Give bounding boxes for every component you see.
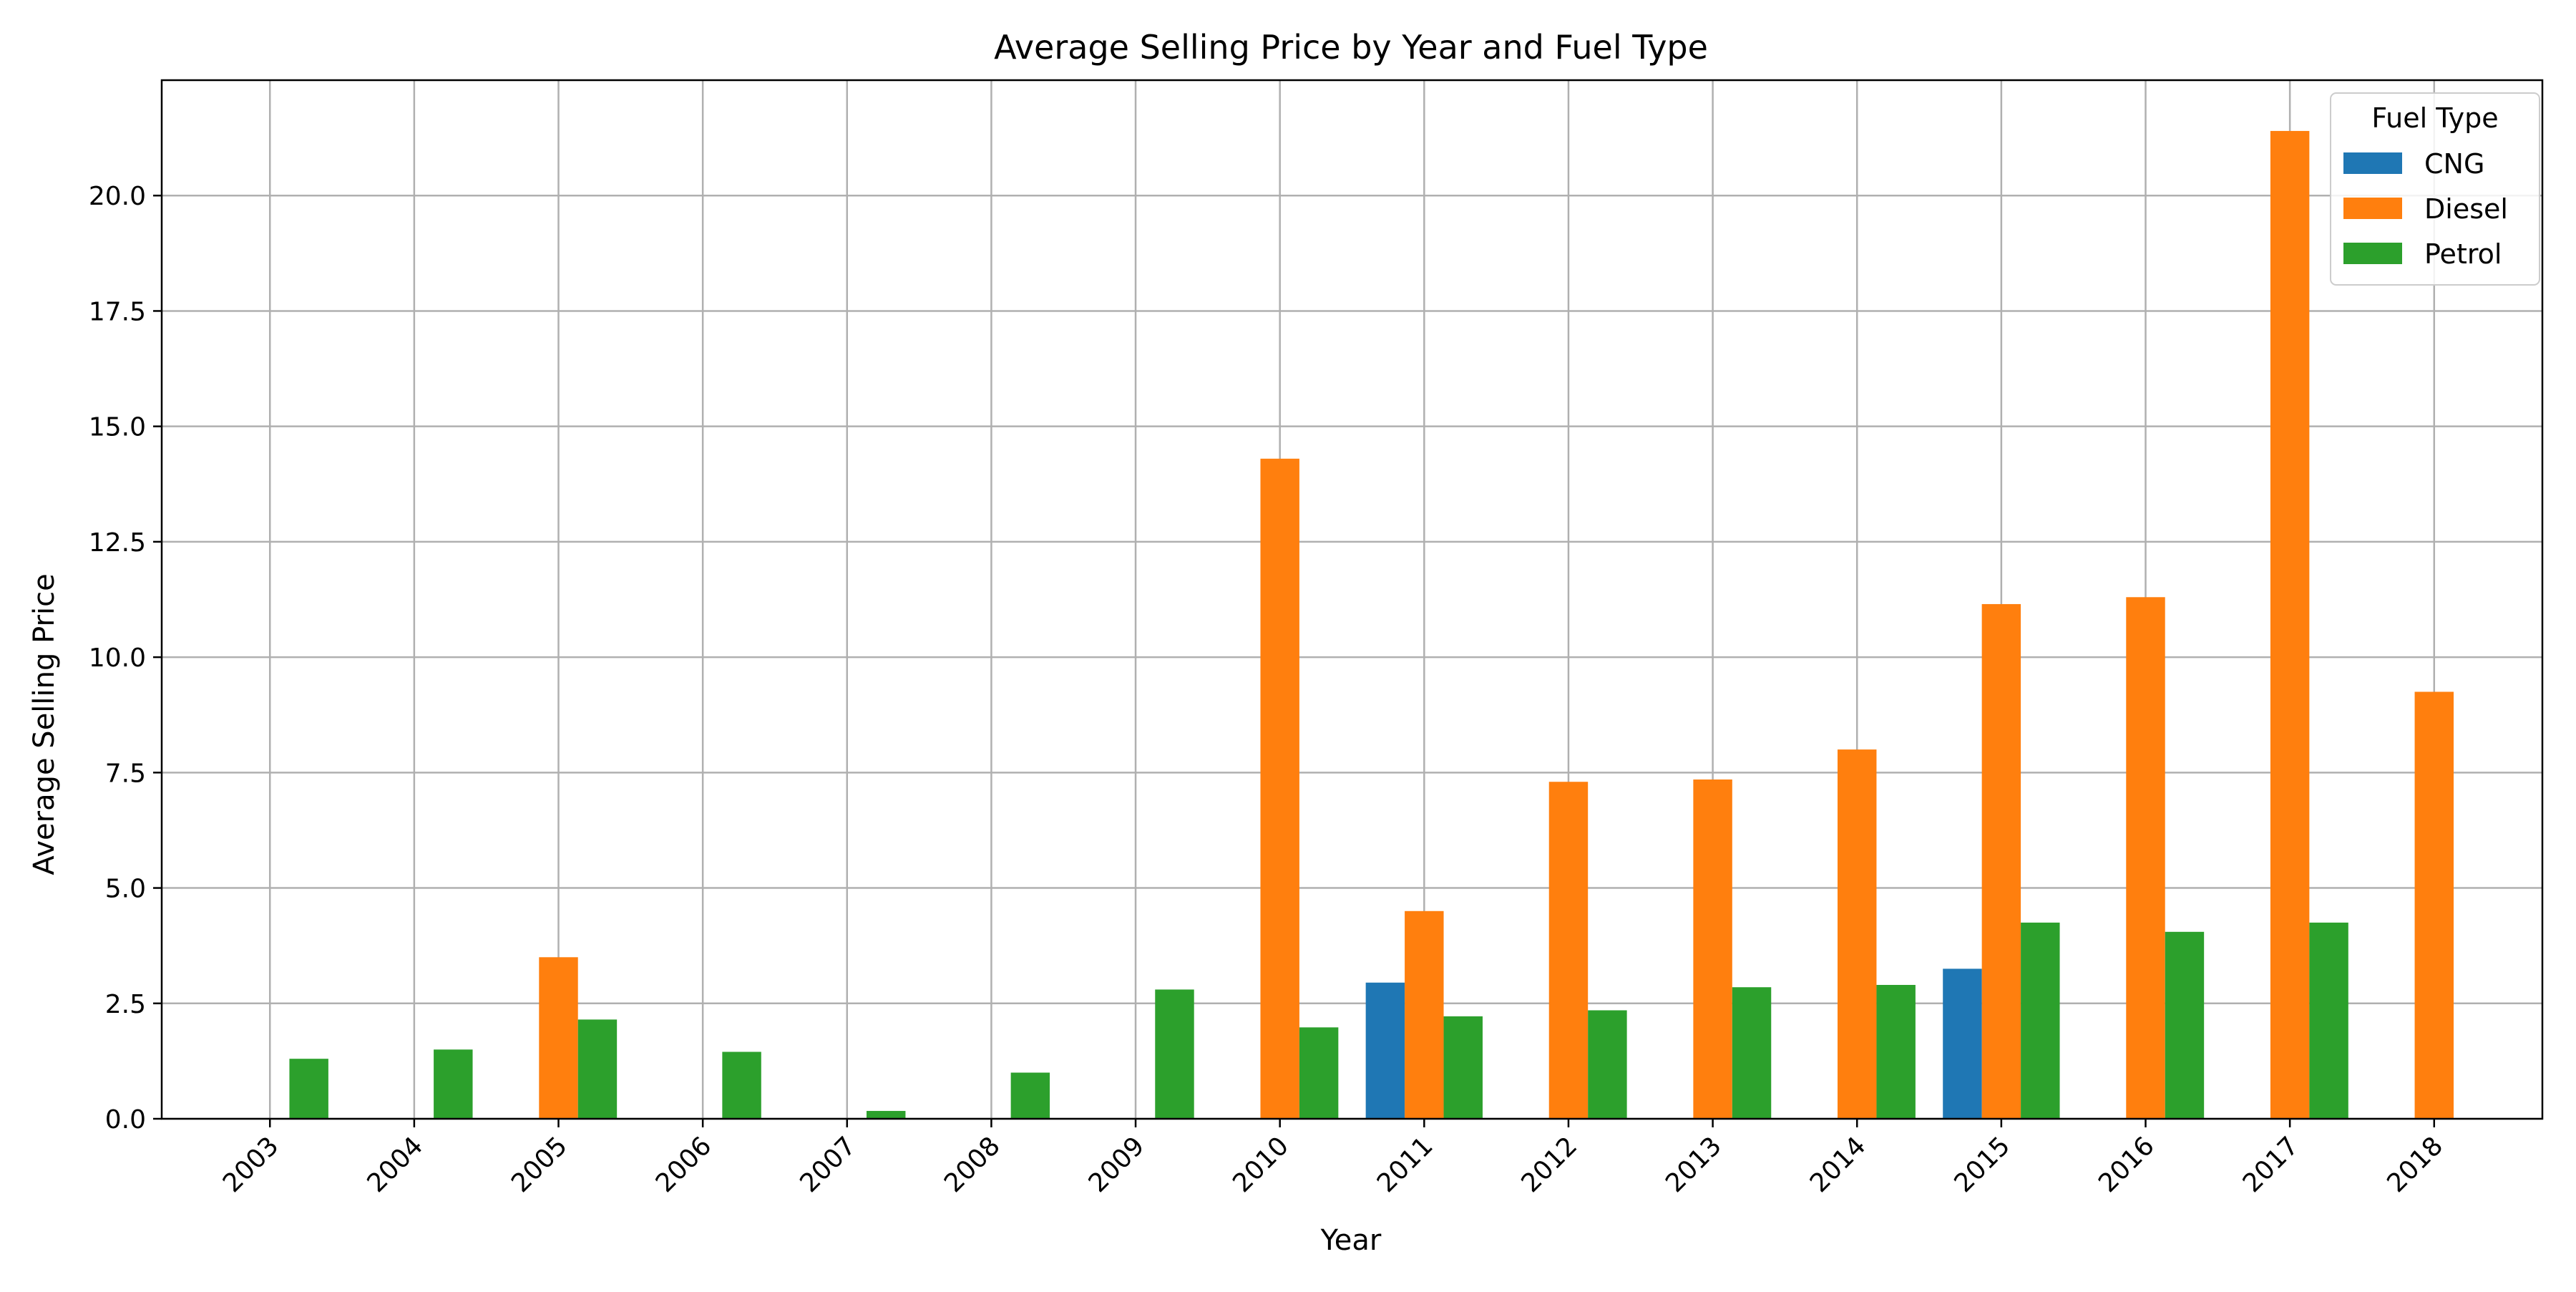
chart-title: Average Selling Price by Year and Fuel T… [994, 28, 1708, 67]
y-tick-label: 5.0 [105, 875, 146, 904]
bar-diesel-2015 [1981, 603, 2021, 1119]
bar-petrol-2003 [289, 1059, 328, 1119]
bar-diesel-2010 [1260, 458, 1299, 1119]
legend-swatch-cng [2343, 152, 2402, 174]
bar-petrol-2006 [722, 1051, 761, 1119]
bars [289, 130, 2454, 1119]
bar-petrol-2008 [1010, 1072, 1050, 1119]
y-axis: 0.0 2.5 5.0 7.5 10.0 12.5 15.0 17.5 20.0 [89, 182, 162, 1135]
y-tick-label: 2.5 [105, 990, 146, 1019]
bar-diesel-2018 [2414, 691, 2454, 1119]
bar-petrol-2015 [2021, 922, 2060, 1119]
bar-diesel-2017 [2270, 130, 2310, 1119]
bar-petrol-2010 [1299, 1027, 1339, 1119]
plot-frame [160, 79, 2544, 1120]
bar-petrol-2007 [866, 1111, 906, 1119]
bar-petrol-2004 [434, 1049, 473, 1119]
y-tick-label: 12.5 [89, 528, 146, 558]
bar-petrol-2005 [577, 1019, 618, 1119]
y-tick-label: 17.5 [89, 297, 146, 326]
y-tick-label: 0.0 [105, 1105, 146, 1135]
legend-label-petrol: Petrol [2424, 238, 2502, 270]
legend-label-diesel: Diesel [2424, 193, 2508, 225]
bar-diesel-2013 [1693, 779, 1732, 1119]
y-tick-label: 10.0 [89, 643, 146, 673]
bar-petrol-2013 [1732, 987, 1772, 1119]
legend-items: CNG Diesel Petrol [2343, 148, 2508, 270]
legend-box [2330, 92, 2540, 286]
y-tick-label: 15.0 [89, 413, 146, 442]
bar-diesel-2012 [1548, 782, 1589, 1119]
bar-diesel-2014 [1838, 749, 1877, 1119]
x-axis-title: Year [1320, 1224, 1382, 1257]
legend-swatch-diesel [2343, 198, 2402, 219]
bar-petrol-2017 [2309, 922, 2348, 1119]
y-tick-label: 7.5 [105, 759, 146, 788]
bar-petrol-2012 [1588, 1010, 1627, 1119]
legend-title: Fuel Type [2371, 102, 2498, 134]
bar-petrol-2011 [1443, 1016, 1483, 1119]
bar-petrol-2014 [1876, 984, 1916, 1119]
bar-diesel-2016 [2126, 597, 2165, 1119]
bar-cng-2015 [1943, 968, 1982, 1119]
y-tick-label: 20.0 [89, 182, 146, 211]
bar-petrol-2009 [1155, 989, 1194, 1119]
legend: Fuel Type CNG Diesel Petrol [2330, 92, 2540, 286]
legend-label-cng: CNG [2424, 148, 2484, 180]
legend-swatch-petrol [2343, 243, 2402, 264]
y-axis-title: Average Selling Price [28, 573, 61, 875]
bar-petrol-2016 [2165, 931, 2205, 1119]
bar-cng-2011 [1365, 982, 1405, 1119]
bar-diesel-2005 [539, 957, 578, 1119]
bar-diesel-2011 [1405, 910, 1444, 1119]
